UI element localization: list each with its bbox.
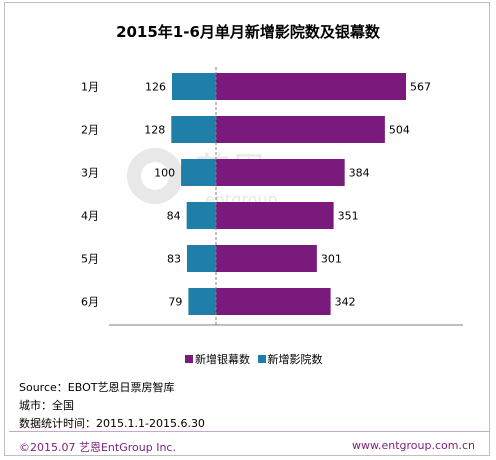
data-label-screens: 384 <box>349 167 370 180</box>
data-label-screens: 351 <box>338 210 359 223</box>
bar-cinemas <box>181 159 216 186</box>
bar-screens <box>216 288 331 315</box>
data-label-cinemas: 79 <box>168 296 182 309</box>
bar-cinemas <box>172 73 216 100</box>
legend-label-cinemas: 新增影院数 <box>267 353 323 366</box>
legend-swatch-screens <box>185 355 193 363</box>
data-label-cinemas: 126 <box>145 81 166 94</box>
bar-cinemas <box>187 245 216 272</box>
source-notes: Source：EBOT艺恩日票房智库 城市：全国 数据统计时间：2015.1.1… <box>19 379 205 433</box>
city-line: 城市：全国 <box>19 399 74 412</box>
category-label: 3月 <box>81 167 99 180</box>
data-label-screens: 342 <box>335 296 356 309</box>
bar-cinemas <box>188 288 216 315</box>
legend: 新增银幕数 新增影院数 <box>185 351 327 367</box>
bar-screens <box>216 202 334 229</box>
data-label-cinemas: 128 <box>144 124 165 137</box>
data-label-screens: 567 <box>410 81 431 94</box>
bar-screens <box>216 73 406 100</box>
legend-item-cinemas: 新增影院数 <box>257 353 323 366</box>
legend-label-screens: 新增银幕数 <box>195 353 250 366</box>
footer-divider <box>9 431 489 432</box>
category-label: 2月 <box>81 124 99 137</box>
legend-swatch-cinemas <box>257 355 266 363</box>
bar-screens <box>216 159 345 186</box>
data-label-screens: 301 <box>321 253 342 266</box>
chart-frame: 2015年1-6月单月新增影院数及银幕数 艺恩 entgroup 1月56712… <box>4 2 490 456</box>
chart-title: 2015年1-6月单月新增影院数及银幕数 <box>116 23 380 41</box>
category-label: 4月 <box>81 210 99 223</box>
category-label: 1月 <box>81 81 99 94</box>
category-label: 5月 <box>81 253 99 266</box>
data-label-cinemas: 83 <box>167 253 181 266</box>
category-label: 6月 <box>81 296 99 309</box>
bar-cinemas <box>186 202 216 229</box>
source-line: Source：EBOT艺恩日票房智库 <box>19 381 175 394</box>
period-line: 数据统计时间：2015.1.1-2015.6.30 <box>19 417 205 430</box>
bar-cinemas <box>171 116 216 143</box>
footer-copyright: ©2015.07 艺恩EntGroup Inc. <box>19 441 176 454</box>
bar-screens <box>216 245 317 272</box>
footer-url: www.entgroup.com.cn <box>352 439 475 452</box>
data-label-cinemas: 84 <box>167 210 181 223</box>
bar-chart: 1月 567 126 2月 504 128 3月 384 100 4月 351 84 5月 301 83 6月… <box>81 67 463 326</box>
data-label-screens: 504 <box>389 124 410 137</box>
bar-screens <box>216 116 385 143</box>
legend-item-screens: 新增银幕数 <box>185 353 254 366</box>
data-label-cinemas: 100 <box>154 167 175 180</box>
